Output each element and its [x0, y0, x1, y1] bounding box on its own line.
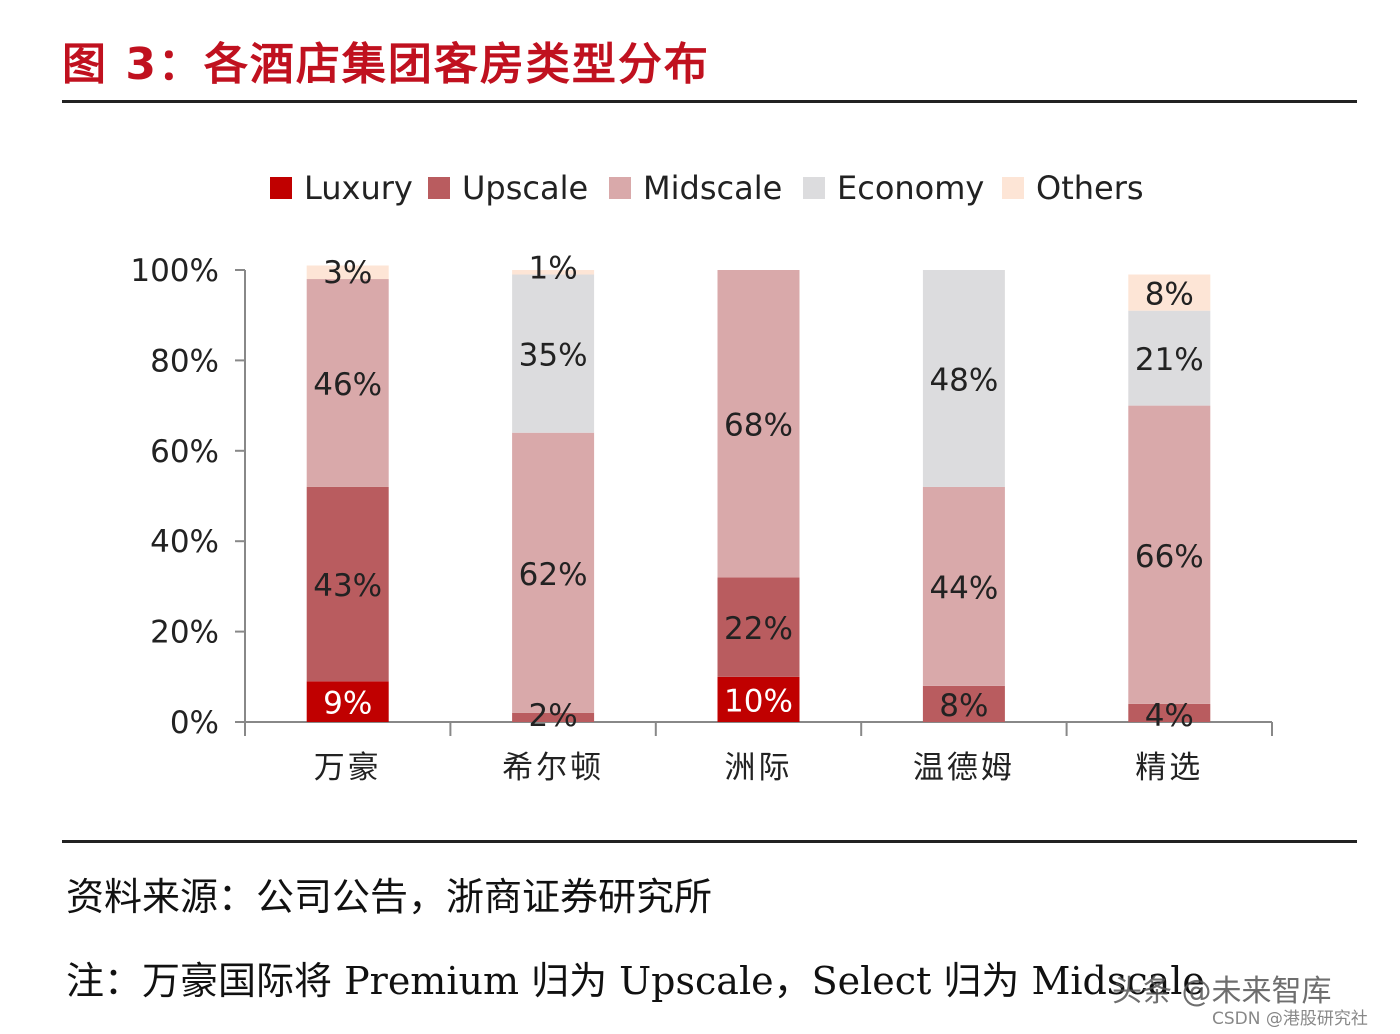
legend-swatch-luxury [270, 177, 292, 199]
bar-upscale [922, 685, 1005, 722]
bar-midscale [922, 486, 1005, 686]
stacked-bar-chart: Luxury Upscale Midscale Economy Others 0% 20%… [130, 169, 1273, 786]
bar-luxury [717, 676, 800, 722]
classification-note: 注：万豪国际将 Premium 归为 Upscale，Select 归为 Mid… [66, 959, 1205, 1003]
x-tick-label: 万豪 [314, 750, 382, 786]
y-tick-label: 40% [150, 524, 219, 560]
data-label: 48% [929, 362, 998, 398]
data-label: 2% [529, 698, 578, 734]
legend-label-economy: Economy [837, 169, 984, 207]
data-label: 68% [724, 408, 793, 444]
legend-swatch-upscale [428, 177, 450, 199]
data-label: 10% [724, 683, 793, 719]
data-label: 1% [529, 251, 578, 287]
source-note: 资料来源：公司公告，浙商证券研究所 [66, 875, 713, 919]
bar-upscale [512, 712, 595, 722]
data-label: 66% [1135, 539, 1204, 575]
csdn-watermark: CSDN @港股研究社 [1212, 1009, 1368, 1029]
y-tick-label: 20% [150, 615, 219, 651]
legend-label-luxury: Luxury [304, 169, 413, 207]
bar-upscale [306, 486, 389, 682]
bar-midscale [512, 432, 595, 713]
bar-economy [512, 274, 595, 433]
y-tick-label: 0% [170, 705, 219, 741]
bar-midscale [306, 279, 389, 487]
y-tick-label: 100% [130, 253, 219, 289]
bar-economy [1128, 310, 1211, 406]
data-label: 44% [929, 570, 998, 606]
chart-legend: Luxury Upscale Midscale Economy Others [270, 169, 1144, 207]
legend-label-midscale: Midscale [643, 169, 782, 207]
y-tick-label: 80% [150, 343, 219, 379]
data-label: 9% [323, 686, 372, 722]
data-labels: 9% 43% 46% 3% 2% 62% 35% 1% 10% 22% 68% 8% 44% 48% 4% 6… [313, 251, 1204, 734]
x-tick-label: 温德姆 [913, 750, 1015, 786]
bar-midscale [717, 270, 800, 578]
bar-upscale [717, 577, 800, 677]
top-divider [62, 100, 1357, 103]
bar-midscale [1128, 405, 1211, 704]
bar-others [306, 265, 389, 280]
data-label: 8% [1145, 277, 1194, 313]
data-label: 4% [1145, 698, 1194, 734]
legend-swatch-midscale [609, 177, 631, 199]
legend-swatch-others [1002, 177, 1024, 199]
bar-others [512, 270, 595, 275]
data-label: 35% [519, 338, 588, 374]
data-label: 46% [313, 367, 382, 403]
x-tick-label: 希尔顿 [502, 750, 604, 786]
bottom-divider [62, 840, 1357, 843]
data-label: 43% [313, 568, 382, 604]
bar-upscale [1128, 703, 1211, 722]
bar-luxury [306, 681, 389, 722]
figure-title: 图 3：各酒店集团客房类型分布 [62, 39, 710, 90]
data-label: 21% [1135, 342, 1204, 378]
legend-label-others: Others [1036, 169, 1144, 207]
toutiao-watermark: 头条 @未来智库 [1112, 974, 1332, 1009]
bar-economy [922, 270, 1005, 487]
legend-swatch-economy [803, 177, 825, 199]
x-tick-label: 精选 [1135, 750, 1203, 786]
data-label: 8% [939, 688, 988, 724]
bar-series [306, 265, 1211, 722]
data-label: 3% [323, 255, 372, 291]
data-label: 62% [519, 557, 588, 593]
x-tick-label: 洲际 [725, 750, 793, 786]
legend-label-upscale: Upscale [462, 169, 588, 207]
data-label: 22% [724, 611, 793, 647]
axes: 0% 20% 40% 60% 80% 100% 万豪 希尔顿 洲际 温德姆 精选 [130, 253, 1273, 786]
y-tick-label: 60% [150, 434, 219, 470]
bar-others [1128, 274, 1211, 311]
